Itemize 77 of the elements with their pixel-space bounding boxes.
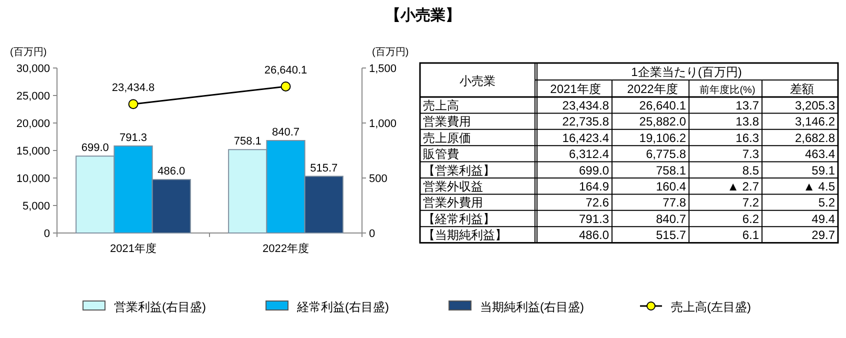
text: 【小売業】 bbox=[386, 7, 460, 24]
text: 5.2 bbox=[818, 196, 835, 210]
text: 164.9 bbox=[578, 180, 609, 194]
y-tick-label: 15,000 bbox=[16, 146, 50, 158]
y2-tick-label: 1,500 bbox=[369, 63, 397, 75]
text: 1企業当たり(百万円) bbox=[631, 65, 742, 79]
data-label: 840.7 bbox=[272, 126, 300, 139]
data-label: 23,434.8 bbox=[112, 82, 155, 94]
y2-tick-label: 0 bbox=[369, 228, 376, 240]
text: 13.8 bbox=[736, 114, 759, 129]
data-label: 515.7 bbox=[310, 162, 338, 174]
text: 791.3 bbox=[578, 212, 609, 226]
category-label: 営業外収益 bbox=[423, 180, 483, 194]
legend-label: 営業利益(右目盛) bbox=[114, 300, 206, 314]
category-label: 【経常利益】 bbox=[423, 212, 495, 226]
text: 6,312.4 bbox=[568, 147, 609, 162]
text: 7.3 bbox=[742, 147, 759, 162]
category-label: 販管費 bbox=[423, 147, 459, 162]
text: 22,735.8 bbox=[562, 114, 609, 129]
text: 3,205.3 bbox=[794, 98, 835, 112]
category-label: 前年度比(%) bbox=[700, 84, 756, 96]
text: 29.7 bbox=[812, 228, 835, 242]
category-label: 売上高 bbox=[423, 98, 459, 112]
text: 72.6 bbox=[586, 196, 609, 210]
category-label: 営業費用 bbox=[423, 114, 471, 129]
text: 16.3 bbox=[736, 130, 759, 145]
text: 8.5 bbox=[742, 163, 759, 178]
y2-tick-label: 500 bbox=[369, 173, 388, 185]
text: 515.7 bbox=[656, 228, 686, 242]
data-label: 758.1 bbox=[234, 136, 262, 148]
text: 77.8 bbox=[662, 196, 686, 210]
text: 25,882.0 bbox=[639, 114, 686, 129]
y2-tick-label: 1,000 bbox=[369, 118, 397, 130]
text: 6,775.8 bbox=[646, 147, 686, 162]
y-tick-label: 25,000 bbox=[16, 90, 50, 102]
legend-label: 売上高(左目盛) bbox=[671, 300, 751, 314]
y-axis-title: (百万円) bbox=[10, 47, 47, 58]
legend-label: 経常利益(右目盛) bbox=[296, 300, 389, 314]
text: 2,682.8 bbox=[794, 130, 835, 145]
legend-label: 当期純利益(右目盛) bbox=[480, 300, 584, 314]
text: ▲ 2.7 bbox=[727, 180, 759, 194]
category-label: 売上原価 bbox=[423, 130, 471, 145]
text: 19,106.2 bbox=[639, 130, 686, 145]
text: 699.0 bbox=[578, 163, 609, 178]
category-label: 【営業利益】 bbox=[423, 163, 495, 178]
text: 486.0 bbox=[578, 228, 609, 242]
category-label: 【当期純利益】 bbox=[423, 228, 507, 242]
text: 758.1 bbox=[656, 163, 686, 178]
text: 小売業 bbox=[460, 74, 496, 88]
text: 840.7 bbox=[656, 212, 686, 226]
y-tick-label: 0 bbox=[44, 228, 50, 240]
text: 160.4 bbox=[656, 180, 686, 194]
category-label: 2021年度 bbox=[550, 82, 601, 96]
text: 16,423.4 bbox=[562, 130, 609, 145]
text: 59.1 bbox=[812, 163, 835, 178]
text: 7.2 bbox=[742, 196, 759, 210]
y2-axis-title: (百万円) bbox=[372, 47, 409, 58]
text: 13.7 bbox=[736, 98, 759, 112]
text: 3,146.2 bbox=[794, 114, 835, 129]
y-tick-label: 10,000 bbox=[16, 173, 50, 185]
text: 463.4 bbox=[804, 147, 835, 162]
category-label: 差額 bbox=[790, 82, 814, 96]
text: 26,640.1 bbox=[639, 98, 686, 112]
text: 23,434.8 bbox=[562, 98, 609, 112]
y-tick-label: 30,000 bbox=[16, 63, 50, 75]
category-label: 2022年度 bbox=[627, 82, 678, 96]
text: ▲ 4.5 bbox=[803, 180, 835, 194]
data-label: 791.3 bbox=[119, 132, 148, 144]
y-tick-label: 20,000 bbox=[16, 118, 50, 130]
text: 6.2 bbox=[742, 212, 759, 226]
data-label: 699.0 bbox=[81, 142, 109, 154]
text: 6.1 bbox=[742, 228, 759, 242]
data-label: 26,640.1 bbox=[264, 64, 308, 76]
text: 49.4 bbox=[812, 212, 835, 226]
data-label: 486.0 bbox=[158, 166, 186, 178]
category-label: 営業外費用 bbox=[423, 196, 483, 210]
y-tick-label: 5,000 bbox=[22, 200, 50, 212]
